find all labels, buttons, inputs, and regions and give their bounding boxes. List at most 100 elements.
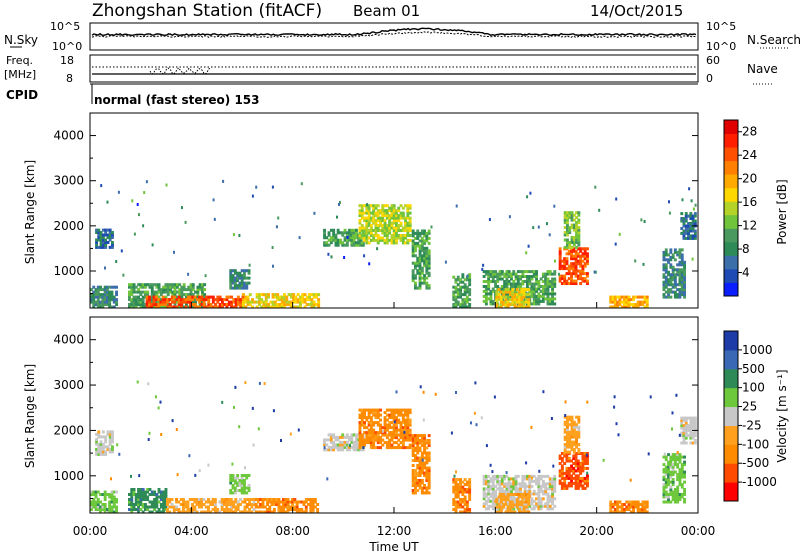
heatmap-cell bbox=[108, 303, 112, 306]
heatmap-cell bbox=[112, 298, 116, 302]
heatmap-cell bbox=[684, 429, 688, 433]
heatmap-cell bbox=[513, 510, 517, 514]
heatmap-cell bbox=[150, 305, 154, 309]
heatmap-cell bbox=[99, 452, 103, 456]
heatmap-cell bbox=[560, 469, 564, 473]
heatmap-cell bbox=[510, 497, 513, 501]
heatmap-cell bbox=[395, 229, 398, 232]
heatmap-cell bbox=[245, 476, 249, 480]
heatmap-cell bbox=[682, 231, 686, 235]
heatmap-cell bbox=[264, 295, 268, 299]
heatmap-cell bbox=[574, 462, 578, 465]
heatmap-cell bbox=[108, 238, 112, 242]
heatmap-cell bbox=[553, 474, 557, 478]
heatmap-cell bbox=[372, 431, 376, 435]
heatmap-cell bbox=[99, 435, 103, 439]
heatmap-cell bbox=[425, 246, 429, 250]
heatmap-cell bbox=[459, 303, 462, 306]
heatmap-cell bbox=[358, 408, 362, 412]
heatmap-cell bbox=[411, 254, 415, 258]
heatmap-cell bbox=[385, 211, 389, 215]
heatmap-cell bbox=[499, 498, 503, 501]
heatmap-cell bbox=[304, 505, 308, 509]
heatmap-cell bbox=[423, 254, 426, 258]
heatmap-cell bbox=[414, 456, 417, 460]
heatmap-cell bbox=[420, 266, 424, 270]
heatmap-cell bbox=[390, 214, 394, 218]
heatmap-cell bbox=[452, 485, 456, 489]
heatmap-cell bbox=[537, 287, 541, 291]
heatmap-cell bbox=[482, 494, 486, 498]
heatmap-cell bbox=[527, 493, 531, 496]
heatmap-cell bbox=[491, 479, 495, 483]
heatmap-cell bbox=[667, 270, 670, 274]
heatmap-cell bbox=[90, 295, 93, 299]
heatmap-cell bbox=[484, 487, 488, 491]
heatmap-cell bbox=[416, 269, 420, 273]
heatmap-cell bbox=[395, 436, 398, 440]
heatmap-cell bbox=[563, 257, 567, 261]
heatmap-cell bbox=[168, 510, 172, 514]
colorbar-swatch bbox=[724, 268, 738, 283]
heatmap-cell bbox=[560, 452, 564, 455]
heatmap-cell bbox=[411, 249, 415, 253]
heatmap-cell bbox=[238, 286, 242, 290]
heatmap-cell bbox=[643, 510, 647, 514]
heatmap-cell bbox=[218, 298, 222, 302]
heatmap-cell bbox=[229, 500, 233, 504]
heatmap-cell bbox=[567, 272, 571, 276]
heatmap-cell bbox=[583, 476, 587, 480]
heatmap-cell bbox=[689, 436, 693, 440]
heatmap-cell bbox=[423, 444, 426, 447]
heatmap-cell bbox=[541, 299, 545, 303]
heatmap-cell bbox=[103, 300, 107, 304]
heatmap-cell bbox=[496, 482, 500, 486]
heatmap-cell bbox=[520, 303, 524, 306]
heatmap-cell bbox=[667, 258, 670, 262]
heatmap-cell bbox=[530, 302, 534, 306]
heatmap-cell bbox=[623, 508, 626, 511]
heatmap-cell bbox=[99, 231, 103, 234]
heatmap-cell bbox=[577, 241, 581, 244]
heatmap-cell bbox=[616, 295, 620, 299]
heatmap-cell bbox=[360, 418, 364, 422]
heatmap-cell bbox=[683, 470, 686, 474]
y-tick-label: 3000 bbox=[53, 174, 84, 188]
heatmap-cell bbox=[546, 282, 550, 286]
heatmap-cell bbox=[188, 508, 192, 511]
heatmap-cell bbox=[379, 216, 382, 220]
heatmap-cell bbox=[566, 216, 569, 220]
heatmap-cell bbox=[541, 474, 545, 478]
heatmap-cell bbox=[95, 245, 98, 249]
heatmap-cell bbox=[568, 228, 572, 232]
heatmap-cell bbox=[369, 428, 373, 432]
heatmap-cell bbox=[411, 451, 415, 455]
heatmap-cell bbox=[240, 489, 244, 492]
heatmap-cell bbox=[537, 294, 541, 298]
heatmap-cell bbox=[541, 482, 545, 486]
heatmap-cell bbox=[148, 285, 152, 289]
heatmap-cell bbox=[173, 293, 177, 297]
heatmap-cell bbox=[487, 292, 491, 296]
heatmap-cell bbox=[367, 428, 371, 432]
heatmap-cell bbox=[465, 500, 469, 504]
heatmap-cell bbox=[532, 302, 536, 306]
heatmap-cell bbox=[264, 298, 268, 302]
heatmap-cell bbox=[522, 493, 526, 496]
heatmap-cell bbox=[195, 503, 199, 506]
heatmap-cell bbox=[456, 503, 460, 506]
heatmap-cell bbox=[397, 219, 401, 223]
heatmap-cell bbox=[539, 477, 543, 481]
heatmap-cell bbox=[551, 492, 554, 496]
heatmap-cell bbox=[286, 503, 290, 506]
heatmap-cell bbox=[187, 272, 190, 276]
heatmap-cell bbox=[563, 277, 567, 281]
heatmap-cell bbox=[461, 510, 465, 514]
heatmap-cell bbox=[155, 493, 159, 496]
heatmap-cell bbox=[539, 289, 543, 293]
heatmap-cell bbox=[548, 270, 552, 274]
heatmap-cell bbox=[414, 439, 417, 442]
heatmap-cell bbox=[104, 245, 108, 249]
heatmap-cell bbox=[551, 277, 554, 281]
heatmap-cell bbox=[414, 441, 417, 445]
